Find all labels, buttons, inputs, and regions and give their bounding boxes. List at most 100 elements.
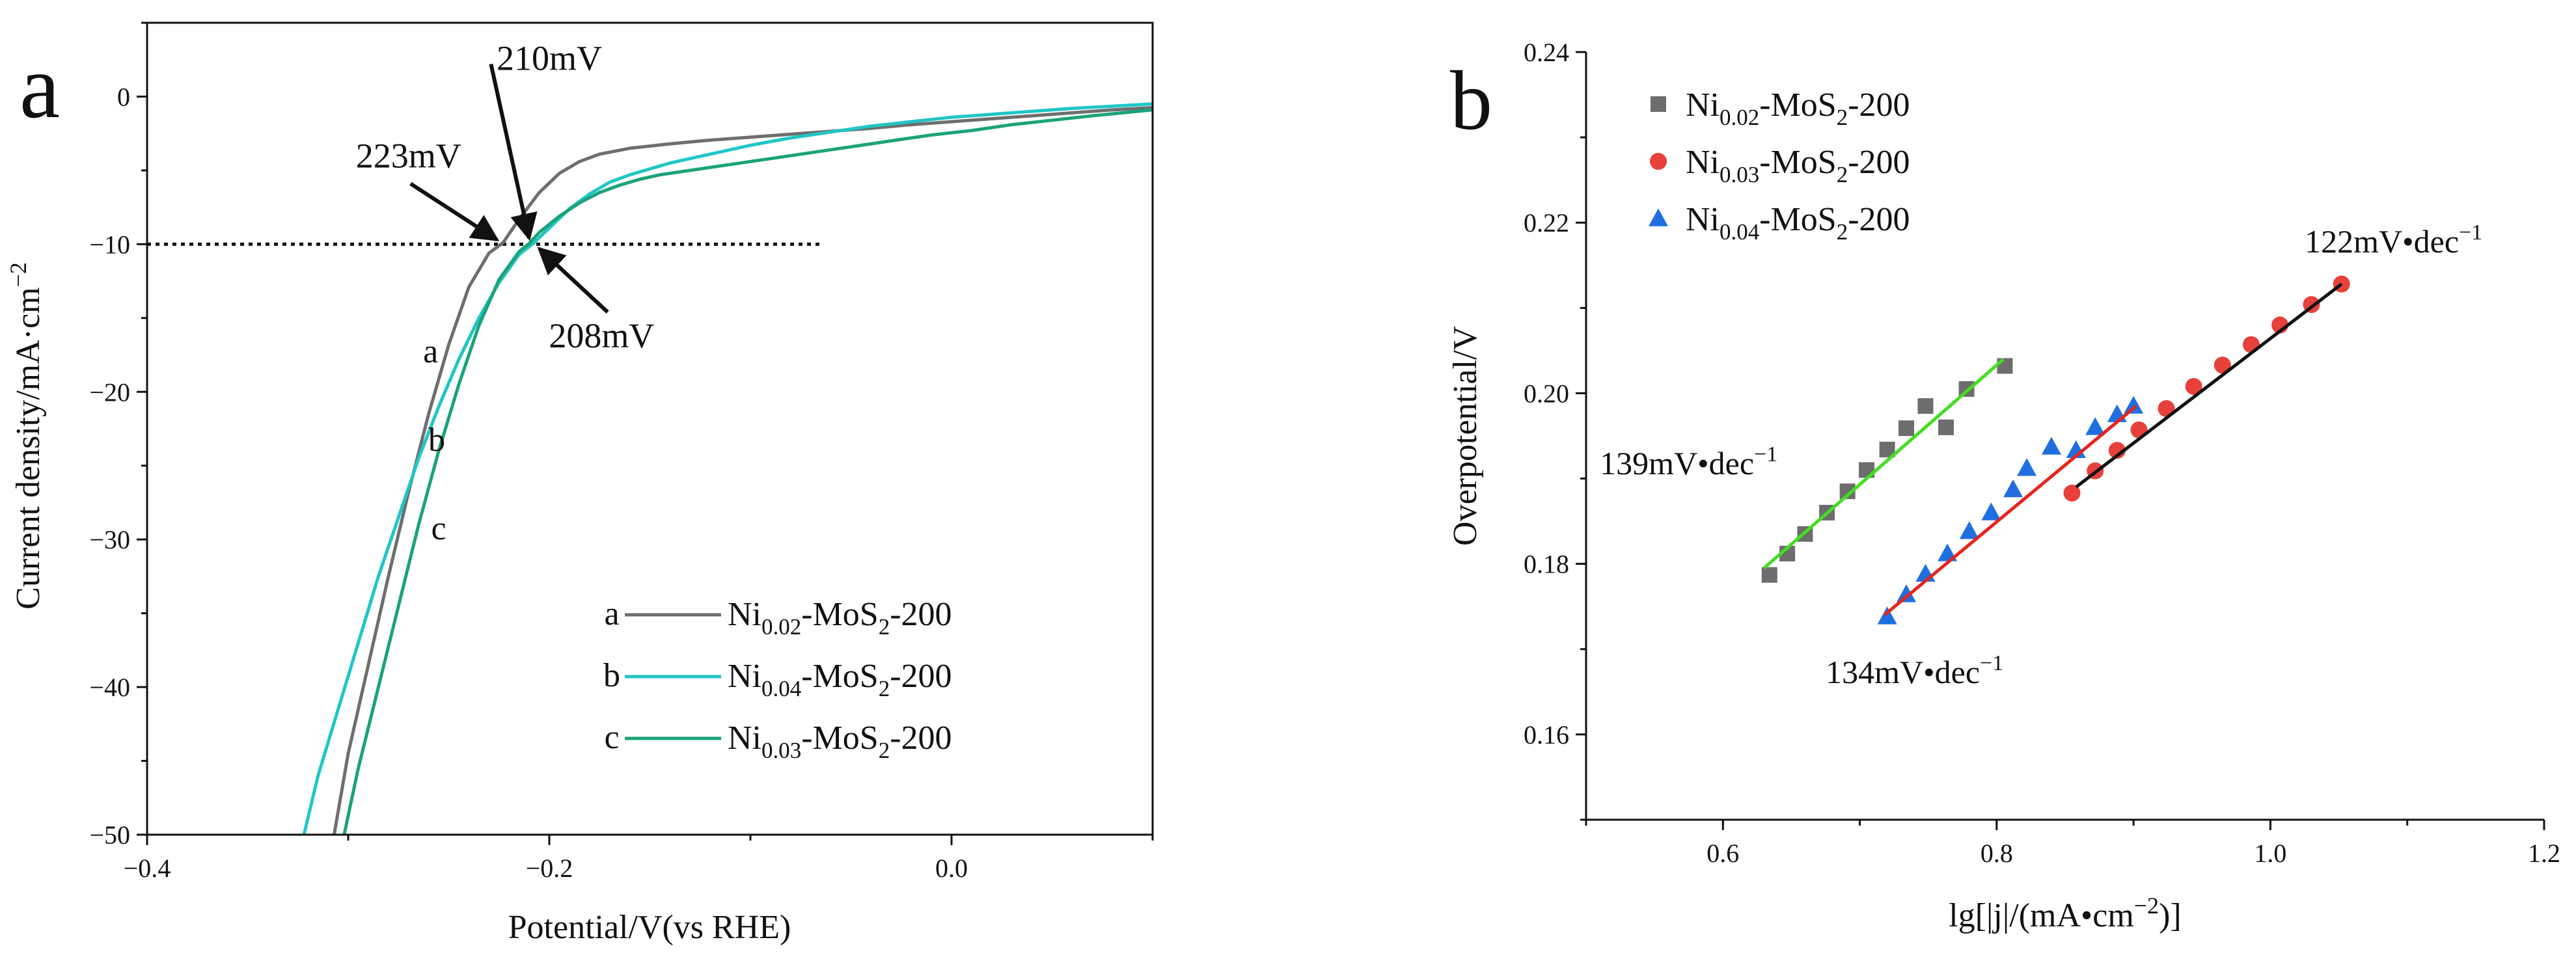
- legend-label-a: Ni0.02-MoS2-200: [728, 596, 952, 640]
- y-tick-label: −30: [89, 525, 130, 554]
- panel-a-y-axis-label-sup: −2: [5, 262, 31, 287]
- legend-label-circle-name: Ni: [1686, 144, 1720, 181]
- data-point-square: [1917, 398, 1934, 414]
- panel-a-y-axis-label-main: Current density/mA·cm: [10, 287, 47, 609]
- legend-label-b: Ni0.04-MoS2-200: [728, 658, 952, 701]
- legend-label-a-sub2: 2: [879, 614, 890, 640]
- panel-a-y-axis-label: Current density/mA·cm−2: [5, 262, 47, 610]
- slope-label-sup: −1: [1980, 651, 2003, 675]
- series-line-c: [342, 108, 1153, 835]
- y-tick-label: 0: [117, 82, 130, 111]
- panel-a-frame: [146, 21, 1154, 836]
- legend-label-triangle-tail: -200: [1848, 201, 1910, 238]
- data-point-triangle: [2124, 396, 2144, 414]
- data-point-triangle: [1897, 584, 1917, 602]
- legend-label-square-tail: -200: [1848, 87, 1910, 124]
- legend-key-b: b: [603, 657, 620, 694]
- x-tick-label: −0.4: [124, 854, 171, 883]
- legend-label-a-sub: 0.02: [761, 614, 801, 640]
- data-point-triangle: [2017, 458, 2037, 476]
- data-point-circle: [2063, 484, 2081, 502]
- slope-label: 134mV•dec−1: [1826, 651, 2003, 690]
- legend-label-triangle-sub2: 2: [1837, 219, 1848, 245]
- panel-a-x-axis-label: Potential/V(vs RHE): [508, 909, 791, 946]
- slope-label-sup: −1: [2459, 221, 2482, 245]
- legend-label-c-tail: -200: [890, 720, 952, 757]
- panel-b-x-axis-label-tail: )]: [2159, 897, 2182, 934]
- legend-label-a-name: Ni: [728, 596, 761, 633]
- legend-label-b-sub: 0.04: [761, 676, 801, 701]
- y-tick-label: 0.20: [1524, 379, 1569, 408]
- y-tick-label: −50: [89, 820, 130, 850]
- legend-label-square-name: Ni: [1686, 87, 1720, 124]
- panel-b-ticks: 0.6 0.8 1.0 1.2 0.16 0.18 0.20 0.22 0.24: [1524, 38, 2560, 868]
- data-point-triangle: [1959, 521, 1979, 539]
- legend-label-c-sub: 0.03: [761, 738, 801, 763]
- x-tick-label: 0.6: [1706, 839, 1739, 868]
- panel-b-x-axis-label-main: lg[|j|/(mA•cm: [1949, 897, 2134, 934]
- legend-label-a-suffix: -MoS: [801, 596, 878, 633]
- panel-a-label: a: [20, 36, 60, 137]
- annotation-label: 208mV: [549, 316, 654, 355]
- curve-label-c: c: [432, 510, 446, 547]
- data-point-triangle: [2085, 417, 2105, 435]
- legend-label-b-tail: -200: [890, 658, 952, 695]
- slope-label-value: 122mV•dec: [2305, 223, 2459, 260]
- panel-b-y-axis-label: Overpotential/V: [1447, 326, 1484, 546]
- data-point-circle: [2213, 357, 2231, 374]
- y-tick-label: −10: [89, 230, 130, 259]
- legend-label-circle-sub2: 2: [1837, 162, 1848, 187]
- legend-label-circle: Ni0.03-MoS2-200: [1686, 144, 1910, 187]
- x-tick-label: 1.0: [2254, 839, 2286, 868]
- data-point-circle: [2185, 377, 2202, 395]
- y-tick-label: −20: [89, 377, 130, 407]
- y-tick-label: −40: [89, 673, 130, 702]
- annotation-label: 210mV: [497, 39, 602, 78]
- panel-b-legend: Ni0.02-MoS2-200Ni0.03-MoS2-200Ni0.04-MoS…: [1649, 87, 1910, 245]
- panel-b-label: b: [1450, 54, 1492, 148]
- legend-label-c-sub2: 2: [879, 738, 890, 763]
- series-line-b: [302, 102, 1153, 835]
- legend-label-triangle-suffix: -MoS: [1759, 201, 1836, 238]
- legend-label-c: Ni0.03-MoS2-200: [728, 720, 952, 763]
- data-point-square: [1938, 419, 1954, 435]
- legend-label-circle-tail: -200: [1848, 144, 1910, 181]
- data-point-square: [1761, 567, 1777, 583]
- legend-marker-triangle: [1649, 208, 1668, 226]
- legend-label-circle-suffix: -MoS: [1759, 144, 1836, 181]
- legend-label-circle-sub: 0.03: [1720, 162, 1759, 187]
- legend-marker-square: [1651, 96, 1666, 112]
- data-point-square: [1997, 358, 2013, 374]
- legend-label-a-tail: -200: [890, 596, 952, 633]
- panel-a-clip-group: [147, 102, 1153, 835]
- legend-label-b-name: Ni: [728, 658, 761, 695]
- fit-line-square: [1762, 358, 2005, 570]
- data-point-triangle: [2041, 437, 2061, 455]
- panel-a-ticks: −0.4 −0.2 0.0 0 −10 −20 −30 −40 −50: [89, 21, 1154, 883]
- legend-label-triangle-sub: 0.04: [1720, 219, 1759, 245]
- annotation-arrow: [409, 182, 500, 242]
- y-tick-label: 0.24: [1524, 38, 1569, 67]
- data-point-triangle: [1981, 502, 2001, 520]
- slope-label: 122mV•dec−1: [2305, 221, 2482, 260]
- legend-label-c-name: Ni: [728, 720, 761, 757]
- slope-label-sup: −1: [1754, 442, 1777, 466]
- panel-b-clip-group: [1761, 275, 2350, 625]
- data-point-circle: [2108, 442, 2126, 459]
- curve-label-a: a: [423, 333, 438, 370]
- legend-label-square-suffix: -MoS: [1759, 87, 1836, 124]
- x-tick-label: −0.2: [526, 854, 573, 883]
- legend-marker-circle: [1650, 153, 1667, 170]
- data-point-triangle: [1877, 606, 1897, 625]
- legend-label-square-sub2: 2: [1837, 105, 1848, 130]
- legend-label-b-suffix: -MoS: [801, 658, 878, 695]
- curve-label-b: b: [428, 422, 445, 459]
- slope-label-value: 134mV•dec: [1826, 654, 1980, 690]
- legend-label-triangle: Ni0.04-MoS2-200: [1686, 201, 1910, 245]
- legend-key-c: c: [604, 719, 619, 756]
